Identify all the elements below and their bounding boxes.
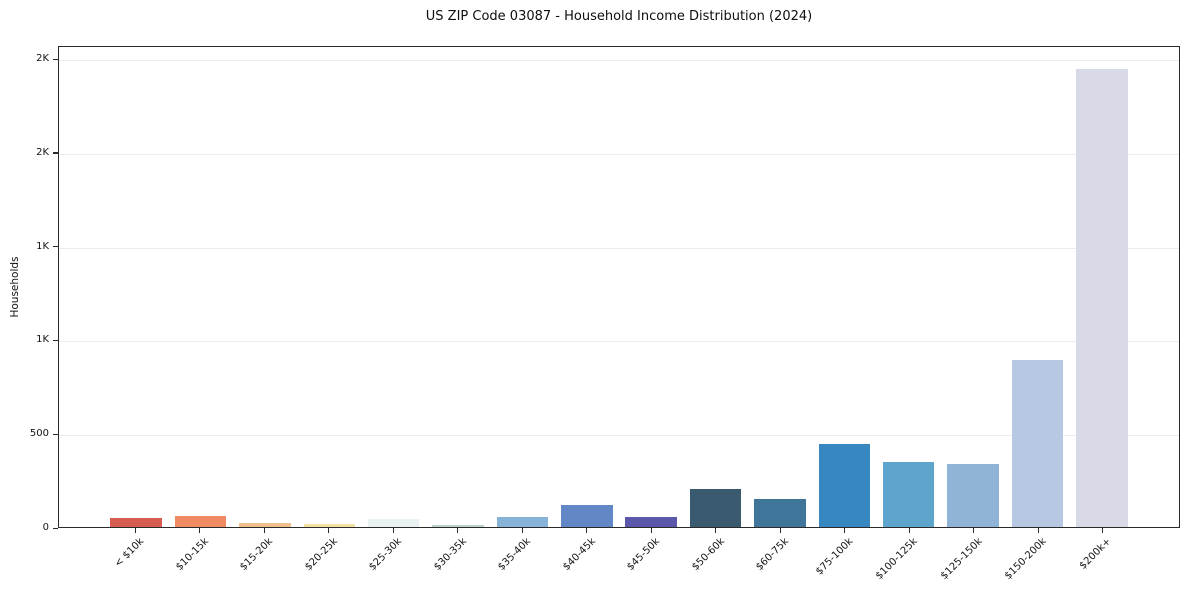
x-tick-mark <box>715 528 717 533</box>
x-tick-mark <box>521 528 523 533</box>
y-tick-label: 1K <box>36 334 49 346</box>
bar-slot <box>490 47 554 527</box>
y-tick-mark <box>53 433 58 435</box>
x-tick-mark <box>392 528 394 533</box>
gridline <box>59 341 1179 343</box>
gridline <box>59 435 1179 437</box>
y-tick-mark <box>53 58 58 60</box>
bar-150-200k <box>1011 359 1064 527</box>
bar-30-35k <box>432 525 484 527</box>
x-tick-mark <box>586 528 588 533</box>
y-axis-label-text: Households <box>9 256 21 318</box>
bars-container <box>104 47 1134 527</box>
x-tick-label-text: < $10k <box>112 536 147 570</box>
y-tick-mark <box>53 527 58 529</box>
bar-slot <box>877 47 941 527</box>
bar-slot <box>168 47 232 527</box>
x-tick-label-text: $100-125k <box>874 536 921 582</box>
bar-slot <box>1070 47 1134 527</box>
bar-25-30k <box>367 518 420 527</box>
bar-slot <box>748 47 812 527</box>
y-tick-label: 1K <box>36 240 49 252</box>
x-tick-label-text: $200k+ <box>1077 536 1114 572</box>
x-tick-mark <box>973 528 975 533</box>
x-tick-mark <box>263 528 265 533</box>
bar-60-75k <box>754 499 806 527</box>
x-tick-label-text: $125-150k <box>938 536 985 582</box>
bar-35-40k <box>496 516 549 527</box>
bar-slot <box>941 47 1005 527</box>
plot-area <box>58 46 1180 528</box>
bar-slot <box>362 47 426 527</box>
y-tick-mark <box>53 152 58 154</box>
x-tick-label-text: $150-200k <box>1003 536 1050 582</box>
bar-slot <box>104 47 168 527</box>
x-tick-label-text: $15-20k <box>238 536 276 573</box>
bar-45-50k <box>625 516 677 527</box>
x-tick-label-text: $40-45k <box>560 536 598 573</box>
x-tick-mark <box>328 528 330 533</box>
bar-slot <box>619 47 683 527</box>
bar-slot <box>426 47 490 527</box>
y-tick-mark <box>53 246 58 248</box>
x-tick-mark <box>844 528 846 533</box>
x-tick-label-text: $75-100k <box>814 536 856 578</box>
bar-10-15k <box>174 515 227 527</box>
bar-slot <box>812 47 876 527</box>
x-tick-mark <box>779 528 781 533</box>
x-tick-mark <box>908 528 910 533</box>
gridline <box>59 247 1179 249</box>
bar-40-45k <box>561 504 613 527</box>
y-tick-mark <box>53 339 58 342</box>
bar-50-60k <box>689 488 742 527</box>
x-tick-label-text: $50-60k <box>689 536 727 573</box>
x-tick-mark <box>1037 528 1039 533</box>
bar-200k <box>1076 69 1128 527</box>
chart-title: US ZIP Code 03087 - Household Income Dis… <box>425 9 813 24</box>
y-tick-label: 2K <box>36 53 49 65</box>
gridline <box>59 153 1179 155</box>
bar-10k <box>110 517 162 527</box>
x-tick-label-text: $60-75k <box>754 536 792 573</box>
x-tick-label-text: $25-30k <box>367 536 405 573</box>
x-tick-mark <box>1102 528 1104 533</box>
x-tick-mark <box>457 528 459 533</box>
gridline <box>59 60 1179 62</box>
x-tick-label-text: $20-25k <box>302 536 340 573</box>
x-tick-mark <box>650 528 652 533</box>
bar-slot <box>1005 47 1069 527</box>
bar-slot <box>555 47 619 527</box>
bar-100-125k <box>882 461 935 527</box>
y-tick-label: 2K <box>36 146 49 158</box>
bar-20-25k <box>303 524 356 527</box>
x-tick-label-text: $30-35k <box>431 536 469 573</box>
bar-15-20k <box>239 523 291 527</box>
y-tick-label: 0 <box>42 522 49 533</box>
bar-slot <box>233 47 297 527</box>
y-tick-label: 500 <box>29 428 49 440</box>
x-tick-mark <box>134 528 136 533</box>
bar-slot <box>297 47 361 527</box>
bar-slot <box>683 47 747 527</box>
bar-125-150k <box>947 463 999 527</box>
x-tick-mark <box>199 528 201 533</box>
bar-75-100k <box>818 443 871 527</box>
x-tick-label-text: $35-40k <box>496 536 534 573</box>
x-tick-label-text: $10-15k <box>173 536 211 573</box>
x-tick-label-text: $45-50k <box>625 536 663 573</box>
